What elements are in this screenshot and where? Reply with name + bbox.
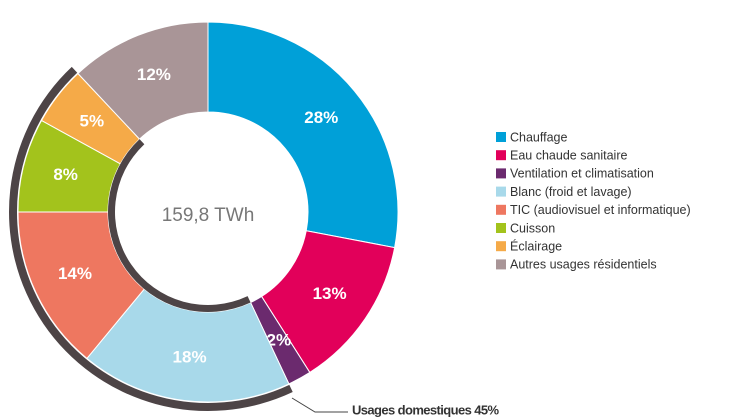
legend-swatch (496, 204, 506, 215)
legend-label: Autres usages résidentiels (510, 258, 657, 272)
legend-swatch (496, 168, 506, 179)
legend-swatch (496, 132, 506, 142)
leader-line (291, 397, 348, 413)
legend-label: Eau chaude sanitaire (510, 148, 627, 162)
legend-swatch (496, 150, 506, 161)
legend-swatch (496, 241, 506, 252)
legend-label: Chauffage (510, 130, 568, 144)
legend-label: Cuisson (510, 221, 555, 235)
value-label: 5% (80, 111, 105, 130)
value-label: 13% (313, 284, 347, 303)
annotation: Usages domestiques 45% (352, 402, 500, 417)
value-label: 8% (53, 165, 78, 184)
value-label: 12% (137, 65, 171, 84)
legend-swatch (496, 259, 506, 270)
legend-swatch (496, 186, 506, 197)
legend-label: Ventilation et climatisation (510, 167, 654, 181)
legend-label: Blanc (froid et lavage) (510, 185, 632, 199)
center-label: 159,8 TWh (162, 205, 255, 226)
value-label: 14% (58, 264, 92, 283)
value-label: 18% (173, 347, 207, 366)
legend-swatch (496, 223, 506, 233)
value-label: 28% (304, 108, 338, 127)
legend-label: Éclairage (510, 238, 562, 253)
value-label: 2% (267, 330, 292, 349)
legend-label: TIC (audiovisuel et informatique) (510, 203, 691, 217)
donut-slice (77, 21, 209, 140)
donut-slice (207, 21, 399, 249)
